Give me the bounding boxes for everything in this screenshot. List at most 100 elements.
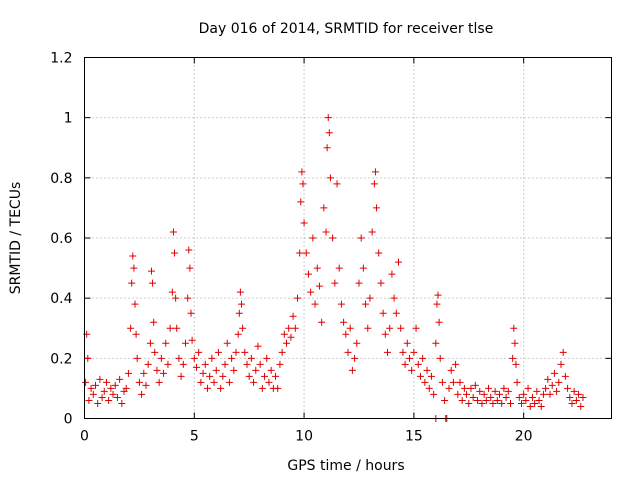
data-point [172, 294, 180, 302]
x-tick-label: 10 [295, 429, 313, 445]
data-point [186, 264, 194, 272]
x-tick-label: 20 [515, 429, 533, 445]
data-point [478, 399, 486, 407]
data-point [173, 324, 181, 332]
data-point [250, 378, 258, 386]
data-point [491, 387, 499, 395]
data-point [579, 393, 587, 401]
data-point [197, 378, 205, 386]
data-point [482, 396, 490, 404]
data-point [177, 372, 185, 380]
data-point [219, 372, 227, 380]
data-point [102, 378, 110, 386]
data-point [274, 384, 282, 392]
data-point [559, 348, 567, 356]
data-point [373, 204, 381, 212]
grid [84, 57, 612, 419]
data-point [100, 387, 108, 395]
data-point [528, 393, 536, 401]
data-point [276, 360, 284, 368]
data-point [463, 390, 471, 398]
data-point [166, 324, 174, 332]
data-point [386, 324, 394, 332]
y-tick-label: 0 [64, 412, 73, 428]
data-point [517, 399, 525, 407]
data-point [485, 384, 493, 392]
data-point [445, 384, 453, 392]
data-point [184, 294, 192, 302]
data-point [297, 198, 305, 206]
x-tick-label: 5 [190, 429, 199, 445]
data-point [456, 378, 464, 386]
data-point [124, 369, 132, 377]
y-tick-label: 0.2 [50, 351, 72, 367]
data-point [94, 399, 102, 407]
data-point [512, 360, 520, 368]
data-point [261, 372, 269, 380]
data-point [371, 168, 379, 176]
data-point [557, 360, 565, 368]
data-point [280, 330, 288, 338]
data-point [313, 264, 321, 272]
data-point [524, 384, 532, 392]
data-point [526, 402, 534, 410]
data-point [225, 378, 233, 386]
data-point [489, 399, 497, 407]
data-point [441, 396, 449, 404]
data-point [368, 228, 376, 236]
data-point [436, 354, 444, 362]
data-point [241, 348, 249, 356]
data-point [452, 360, 460, 368]
data-point [531, 399, 539, 407]
data-point [175, 354, 183, 362]
data-point [487, 393, 495, 401]
data-point [187, 309, 195, 317]
data-point [381, 330, 389, 338]
data-point [235, 309, 243, 317]
data-point [498, 399, 506, 407]
data-point [293, 294, 301, 302]
data-point [403, 339, 411, 347]
data-point [432, 339, 440, 347]
y-axis-title: SRMTID / TECUs [8, 182, 24, 295]
data-point [384, 348, 392, 356]
data-point [195, 348, 203, 356]
data-point [353, 339, 361, 347]
data-point [140, 369, 148, 377]
data-point [342, 330, 350, 338]
data-point [258, 384, 266, 392]
data-point [142, 381, 150, 389]
data-point [575, 390, 583, 398]
data-point [520, 390, 528, 398]
chart-title: Day 016 of 2014, SRMTID for receiver tls… [199, 21, 494, 37]
data-point [283, 339, 291, 347]
data-point [232, 348, 240, 356]
data-point [430, 390, 438, 398]
data-point [377, 279, 385, 287]
data-point [546, 390, 554, 398]
data-point [467, 384, 475, 392]
data-point [318, 318, 326, 326]
data-point [153, 366, 161, 374]
data-point [570, 387, 578, 395]
y-tick-label: 1.2 [50, 51, 72, 67]
data-point [511, 339, 519, 347]
data-point [182, 339, 190, 347]
data-point [510, 324, 518, 332]
data-point [307, 288, 315, 296]
data-point [533, 387, 541, 395]
data-point [212, 366, 220, 374]
data-series-srmtid [82, 114, 587, 422]
data-point [309, 234, 317, 242]
data-point [113, 393, 121, 401]
data-point [553, 387, 561, 395]
data-point [203, 384, 211, 392]
data-point [500, 384, 508, 392]
data-point [335, 264, 343, 272]
data-point [291, 324, 299, 332]
data-point [465, 399, 473, 407]
data-point [89, 390, 97, 398]
data-point [151, 348, 159, 356]
data-point [311, 300, 319, 308]
data-point [144, 360, 152, 368]
